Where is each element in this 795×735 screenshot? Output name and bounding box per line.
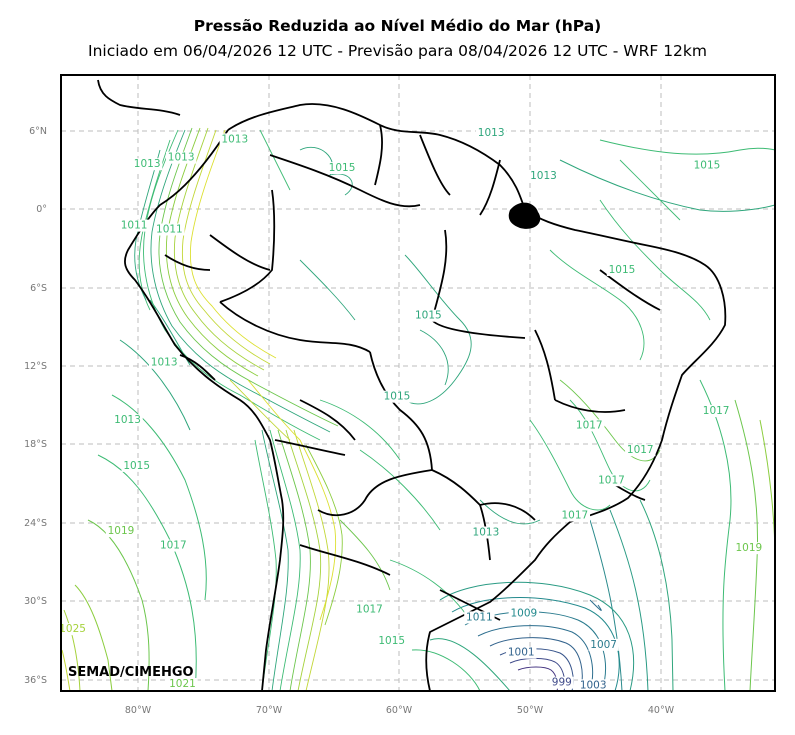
contour-label-background bbox=[506, 646, 537, 659]
watermark: SEMAD/CIMEHGO bbox=[68, 665, 194, 680]
contour-label-background bbox=[105, 525, 137, 538]
contour-label: 1025 bbox=[59, 623, 86, 635]
contour-label: 1013 bbox=[151, 357, 178, 369]
contour-label-background bbox=[158, 539, 189, 552]
lon-tick-label: 70°W bbox=[256, 705, 283, 716]
contour-label-background bbox=[733, 542, 765, 555]
lat-tick-label: 36°S bbox=[24, 675, 47, 686]
lon-tick-label: 50°W bbox=[517, 705, 544, 716]
contour-label-background bbox=[464, 611, 495, 624]
contour-label-background bbox=[691, 159, 723, 172]
lat-tick-label: 6°N bbox=[29, 126, 47, 137]
contour-label: 1015 bbox=[123, 460, 150, 472]
contour-label-background bbox=[475, 126, 507, 139]
contour-label: 1021 bbox=[169, 678, 196, 690]
map-title: Pressão Reduzida ao Nível Médio do Mar (… bbox=[193, 17, 602, 35]
contour-label: 1017 bbox=[562, 510, 589, 522]
isobars-andes bbox=[134, 127, 343, 691]
contour-label-background bbox=[606, 263, 638, 276]
contour-label: 1015 bbox=[384, 391, 411, 403]
contour-label: 1019 bbox=[108, 525, 135, 537]
contour-label-background bbox=[326, 162, 358, 175]
contour-label-background bbox=[118, 219, 150, 232]
contour-label-background bbox=[112, 414, 143, 427]
contour-label-background bbox=[559, 509, 591, 522]
map-subtitle: Iniciado em 06/04/2026 12 UTC - Previsão… bbox=[88, 42, 707, 60]
contour-label: 1013 bbox=[114, 414, 141, 426]
contour-label-background bbox=[700, 405, 732, 418]
isobars-continent bbox=[259, 129, 711, 621]
lat-tick-label: 24°S bbox=[24, 518, 47, 529]
contour-label-background bbox=[376, 634, 407, 647]
contour-label-background bbox=[131, 158, 163, 171]
lat-ticks: 6°N 0° 6°S 12°S 18°S 24°S 30°S 36°S bbox=[24, 126, 47, 686]
amazon-delta bbox=[508, 202, 541, 229]
lon-ticks: 80°W 70°W 60°W 50°W 40°W bbox=[125, 705, 675, 716]
contour-label-background bbox=[148, 356, 180, 369]
contour-label: 1017 bbox=[598, 474, 625, 486]
contour-label-background bbox=[121, 459, 152, 472]
contour-labels: 1013 1013 1013 1015 1013 1013 1015 1011 1011 1015… bbox=[59, 126, 765, 691]
contour-label: 999 bbox=[552, 677, 572, 689]
contour-label: 1017 bbox=[160, 540, 187, 552]
contour-label: 1013 bbox=[530, 170, 557, 182]
lon-tick-label: 60°W bbox=[386, 705, 413, 716]
contour-label: 1013 bbox=[168, 152, 195, 164]
contour-label-background bbox=[577, 679, 609, 691]
contour-label: 1019 bbox=[735, 542, 762, 554]
contour-label: 1015 bbox=[609, 264, 636, 276]
lat-tick-label: 12°S bbox=[24, 361, 47, 372]
contour-label-background bbox=[381, 390, 413, 403]
contour-label-background bbox=[528, 169, 559, 182]
contour-label: 1009 bbox=[510, 607, 537, 619]
contour-label: 1011 bbox=[121, 220, 148, 232]
contour-label-background bbox=[625, 444, 656, 457]
contour-label-background bbox=[596, 474, 627, 487]
contour-label: 1007 bbox=[590, 639, 617, 651]
contour-label: 1011 bbox=[466, 611, 493, 623]
contour-label-background bbox=[219, 133, 250, 146]
contour-label: 1003 bbox=[580, 679, 607, 691]
contour-label: 1015 bbox=[378, 635, 405, 647]
contour-label: 1015 bbox=[329, 162, 356, 174]
contour-label: 1015 bbox=[415, 310, 442, 322]
contour-label-background bbox=[154, 223, 185, 236]
contour-label: 1001 bbox=[508, 647, 535, 659]
contour-label-background bbox=[588, 638, 619, 651]
lon-tick-label: 40°W bbox=[648, 705, 675, 716]
map-frame bbox=[60, 74, 776, 692]
contour-label: 1017 bbox=[703, 405, 730, 417]
borders bbox=[97, 79, 727, 691]
contour-label-background bbox=[165, 151, 197, 164]
lat-tick-label: 0° bbox=[36, 204, 47, 215]
gridlines bbox=[61, 75, 775, 691]
contour-label-background bbox=[574, 419, 605, 432]
contour-label-background bbox=[549, 676, 574, 689]
contour-label-background bbox=[508, 607, 540, 620]
contour-label: 1015 bbox=[694, 160, 721, 172]
lat-tick-label: 18°S bbox=[24, 439, 47, 450]
contour-label: 1011 bbox=[156, 224, 183, 236]
contour-label-background bbox=[167, 677, 198, 690]
contour-label-background bbox=[413, 309, 444, 322]
lat-tick-label: 30°S bbox=[24, 596, 47, 607]
lat-tick-label: 6°S bbox=[30, 283, 47, 294]
contour-label-background bbox=[61, 623, 88, 636]
contour-label: 1013 bbox=[473, 527, 500, 539]
contour-label: 1013 bbox=[134, 158, 161, 170]
contour-label-background bbox=[470, 526, 502, 539]
contour-label: 1017 bbox=[576, 419, 603, 431]
contour-label: 1013 bbox=[221, 133, 248, 145]
lon-tick-label: 80°W bbox=[125, 705, 152, 716]
contour-label: 1017 bbox=[356, 604, 383, 616]
contour-label: 1017 bbox=[627, 444, 654, 456]
contour-label: 1013 bbox=[478, 127, 505, 139]
contour-label-background bbox=[354, 603, 385, 616]
